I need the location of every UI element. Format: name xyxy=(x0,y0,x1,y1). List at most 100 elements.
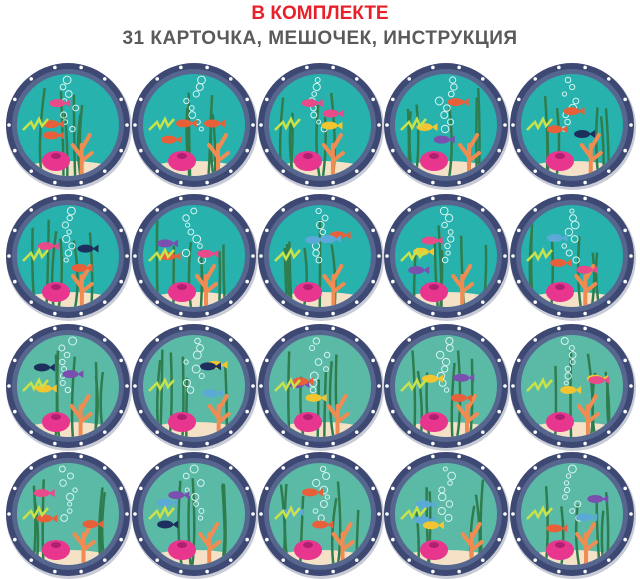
fish xyxy=(157,520,174,529)
rivet xyxy=(517,148,521,153)
seaweed xyxy=(328,361,335,437)
bubble xyxy=(316,119,322,125)
fish-tail xyxy=(436,236,443,245)
card xyxy=(258,63,384,190)
rivet xyxy=(583,569,587,574)
coral xyxy=(579,133,603,176)
rivet xyxy=(517,97,521,102)
bubble xyxy=(564,76,572,84)
fish-tail xyxy=(48,363,55,372)
bubble xyxy=(184,222,191,228)
fish-tail xyxy=(589,130,596,139)
bubble xyxy=(434,96,444,106)
fish-tail xyxy=(591,513,598,522)
bubble xyxy=(441,221,448,229)
bubble xyxy=(565,473,572,479)
card xyxy=(510,63,636,190)
fish-tail xyxy=(437,521,444,530)
rivet xyxy=(281,169,286,173)
rivet xyxy=(53,196,57,201)
bubble xyxy=(444,213,454,223)
rivet xyxy=(281,466,286,470)
fish xyxy=(42,120,59,129)
rivet xyxy=(385,384,389,388)
rivet xyxy=(29,466,34,470)
bubble xyxy=(193,501,200,507)
bubble xyxy=(66,206,76,216)
bubble xyxy=(319,228,326,236)
rivet xyxy=(305,454,309,459)
rivet xyxy=(331,311,335,316)
rivet xyxy=(133,123,137,127)
rivet xyxy=(354,208,359,212)
card xyxy=(510,194,636,321)
bubble xyxy=(442,466,448,472)
fish xyxy=(408,266,425,275)
bubble xyxy=(183,97,190,105)
bubble xyxy=(311,91,318,97)
fish-tail xyxy=(58,131,65,140)
rivet xyxy=(179,454,183,459)
anemone xyxy=(294,540,322,560)
bubble xyxy=(187,228,195,236)
rivet xyxy=(259,384,263,388)
anemone xyxy=(546,151,574,171)
fish xyxy=(322,109,339,118)
rivet xyxy=(139,97,143,102)
bubble xyxy=(447,118,455,126)
coral xyxy=(72,522,96,565)
fish-tail xyxy=(297,508,304,517)
rivet xyxy=(331,65,335,70)
bubble xyxy=(197,479,205,487)
fish xyxy=(421,236,438,245)
seaweed xyxy=(209,95,215,176)
bubble xyxy=(321,214,329,222)
seaweed xyxy=(45,219,50,307)
bubble xyxy=(569,359,576,365)
bubble xyxy=(445,500,454,508)
subtitle: 31 КАРТОЧКА, МЕШОЧЕК, ИНСТРУКЦИЯ xyxy=(122,28,517,49)
bubble xyxy=(569,208,575,214)
grass xyxy=(22,377,49,392)
bubble xyxy=(198,508,205,514)
rivet xyxy=(305,326,309,331)
rivet xyxy=(53,65,57,70)
rivet xyxy=(606,208,611,212)
bubble xyxy=(565,249,573,257)
card xyxy=(384,194,510,321)
fish xyxy=(43,131,60,140)
bubble xyxy=(68,336,78,346)
anemone-hole xyxy=(51,414,61,420)
rivet xyxy=(13,279,17,284)
rivet xyxy=(119,409,123,414)
grass xyxy=(526,247,553,262)
rivet xyxy=(79,454,83,459)
fish-tail xyxy=(97,520,104,529)
rivet xyxy=(133,384,137,388)
rivet xyxy=(517,358,521,363)
bubble xyxy=(437,506,446,516)
rivet xyxy=(629,384,633,388)
bubble xyxy=(570,235,579,243)
seaweed xyxy=(450,362,456,437)
fish xyxy=(546,524,563,533)
fish xyxy=(37,242,54,251)
fish-tail xyxy=(214,362,221,371)
rivet xyxy=(7,123,11,127)
bubble xyxy=(59,479,67,487)
fish xyxy=(450,393,467,402)
rivet xyxy=(265,486,269,491)
rivet xyxy=(371,486,375,491)
card xyxy=(6,452,132,579)
bubble xyxy=(447,471,456,481)
rivet xyxy=(497,148,501,153)
card xyxy=(510,324,636,451)
rivet xyxy=(497,97,501,102)
seaweed xyxy=(70,356,77,437)
rivet xyxy=(371,358,375,363)
fish-tail xyxy=(48,489,55,498)
coral xyxy=(207,133,231,176)
rivet xyxy=(139,486,143,491)
bubble xyxy=(191,492,200,502)
anemone-hole xyxy=(429,153,439,159)
